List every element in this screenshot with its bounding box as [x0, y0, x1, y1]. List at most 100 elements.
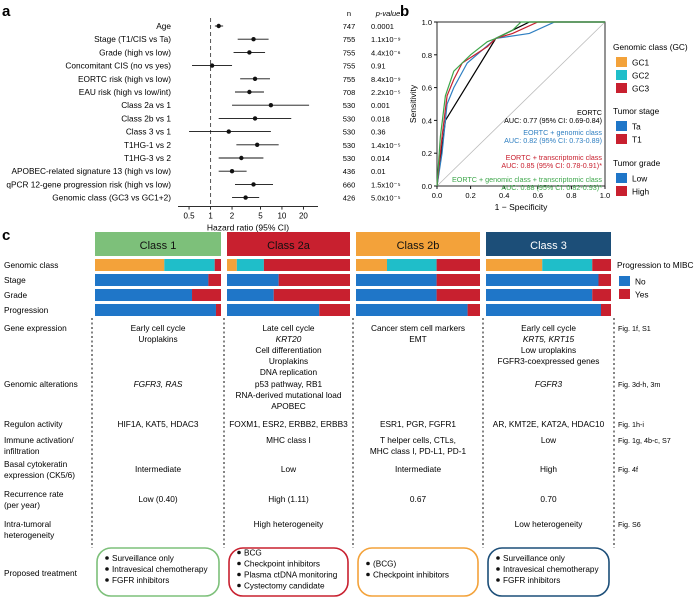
- hazard-ratio-point: [252, 76, 258, 82]
- forest-p-value: 0.014: [371, 154, 390, 163]
- cell-text: 0.67: [410, 494, 427, 504]
- legend-swatch: [616, 83, 627, 93]
- forest-p-value: 0.91: [371, 62, 386, 71]
- forest-n-value: 530: [343, 101, 356, 110]
- forest-p-value: 0.01: [371, 167, 386, 176]
- forest-n-value: 436: [343, 167, 356, 176]
- roc-series-auc: AUC: 0.85 (95% CI: 0.78-0.91)*: [501, 161, 602, 170]
- forest-n-value: 755: [343, 62, 356, 71]
- genomic-class-segment: [95, 259, 165, 271]
- class-header-label: Class 3: [530, 240, 567, 252]
- legend-title: Genomic class (GC): [613, 42, 688, 52]
- roc-series-name: EORTC + genomic class: [523, 128, 602, 137]
- treatment-item: Intravesical chemotherapy: [503, 565, 599, 574]
- progression-legend-label: Yes: [635, 290, 649, 300]
- x-axis-title: Hazard ratio (95% CI): [207, 223, 289, 233]
- panel-label-c: c: [2, 227, 10, 244]
- forest-n-value: 755: [343, 75, 356, 84]
- n-column-header: n: [347, 9, 351, 18]
- cell-text: Early cell cycle: [521, 323, 576, 333]
- cell-text: Cell differentiation: [255, 345, 322, 355]
- roc-x-tick-label: 0.0: [432, 191, 442, 200]
- cell-text: Uroplakins: [269, 356, 308, 366]
- class-header-box: [356, 232, 480, 256]
- forest-row-label: Genomic class (GC3 vs GC1+2): [52, 193, 171, 203]
- forest-row-label: APOBEC-related signature 13 (high vs low…: [11, 166, 171, 176]
- figure-reference: Fig. S6: [618, 520, 641, 529]
- genomic-class-segment: [592, 259, 611, 271]
- hazard-ratio-point: [229, 169, 235, 174]
- bar-segment-blue: [95, 304, 216, 316]
- legend-item-label: GC1: [632, 58, 649, 68]
- forest-p-value: 1.1x10⁻⁹: [371, 35, 401, 44]
- bar-segment-red: [592, 289, 611, 301]
- forest-plot: n p-value Age 747 0.0001 Stage (T1/CIS vs Ta)…: [6, 9, 400, 233]
- roc-legends: Genomic class (GC) GC1 GC2 GC3 Tumor stage Ta…: [613, 42, 688, 197]
- cell-text: FGFR3-coexpressed genes: [498, 356, 600, 366]
- roc-y-tick-label: 1.0: [422, 18, 432, 27]
- cell-text: Intermediate: [135, 464, 182, 474]
- forest-row-label: EORTC risk (high vs low): [78, 74, 171, 84]
- legend-swatch: [616, 134, 627, 144]
- forest-row-label: Concomitant CIS (no vs yes): [65, 61, 171, 71]
- treatment-item: Surveillance only: [112, 554, 175, 563]
- cell-text: Low: [281, 464, 297, 474]
- cell-text: DNA replication: [260, 367, 318, 377]
- panel-label-a: a: [2, 3, 11, 20]
- genomic-class-segment: [214, 259, 221, 271]
- forest-p-value: 0.001: [371, 101, 390, 110]
- x-tick-label: 5: [258, 212, 263, 221]
- treatment-item: Surveillance only: [503, 554, 566, 563]
- bar-segment-red: [436, 274, 480, 286]
- forest-n-value: 708: [343, 88, 356, 97]
- hazard-ratio-point: [251, 37, 256, 42]
- forest-row-label: Class 3 vs 1: [126, 127, 172, 137]
- cell-text: AR, KMT2E, KAT2A, HDAC10: [493, 419, 605, 429]
- bar-segment-blue: [227, 289, 274, 301]
- roc-y-tick-label: 0.8: [422, 51, 432, 60]
- forest-n-value: 660: [343, 180, 356, 189]
- bullet-dot: [237, 561, 241, 566]
- forest-p-value: 4.4x10⁻⁶: [371, 48, 401, 57]
- forest-n-value: 755: [343, 35, 356, 44]
- legend-title: Tumor stage: [613, 106, 660, 116]
- figure-reference: Fig. 1h-i: [618, 420, 644, 429]
- bar-segment-red: [601, 304, 611, 316]
- cell-text: Late cell cycle: [262, 323, 314, 333]
- bullet-dot: [237, 583, 241, 588]
- genomic-class-segment: [356, 259, 387, 271]
- figure-reference: Fig. 1g, 4b-c, S7: [618, 436, 671, 445]
- cell-text: Low: [541, 435, 557, 445]
- bullet-dot: [105, 556, 109, 560]
- legend-item-label: High: [632, 187, 649, 197]
- x-tick-label: 1: [208, 212, 213, 221]
- roc-y-tick-label: 0.6: [422, 84, 432, 93]
- row-label: heterogeneity: [4, 530, 55, 540]
- hazard-ratio-point: [216, 23, 221, 29]
- roc-x-tick-label: 0.4: [499, 191, 509, 200]
- bar-segment-blue: [95, 274, 209, 286]
- roc-diagonal: [436, 21, 606, 187]
- roc-y-tick-label: 0.4: [422, 116, 432, 125]
- forest-row-label: Grade (high vs low): [99, 47, 171, 57]
- genomic-class-segment: [263, 259, 350, 271]
- cell-text: KRT5, KRT15: [523, 334, 575, 344]
- row-label: Regulon activity: [4, 419, 63, 429]
- bar-segment-blue: [356, 274, 437, 286]
- class-header-label: Class 2b: [397, 240, 440, 252]
- cell-text: HIF1A, KAT5, HDAC3: [118, 419, 199, 429]
- cell-text: FGFR3, RAS: [134, 379, 183, 389]
- cell-text: APOBEC: [271, 401, 306, 411]
- hazard-ratio-point: [268, 103, 274, 108]
- forest-n-value: 755: [343, 48, 356, 57]
- forest-p-value: 5.0x10⁻⁵: [371, 194, 401, 203]
- bullet-dot: [496, 567, 500, 571]
- x-tick-label: 10: [277, 212, 286, 221]
- bullet-dot: [237, 572, 241, 577]
- bar-segment-blue: [95, 289, 193, 301]
- class-header-box: [486, 232, 611, 256]
- forest-n-value: 530: [343, 128, 356, 137]
- class-header-label: Class 1: [140, 240, 177, 252]
- legend-item-label: GC2: [632, 71, 649, 81]
- bar-segment-blue: [356, 289, 437, 301]
